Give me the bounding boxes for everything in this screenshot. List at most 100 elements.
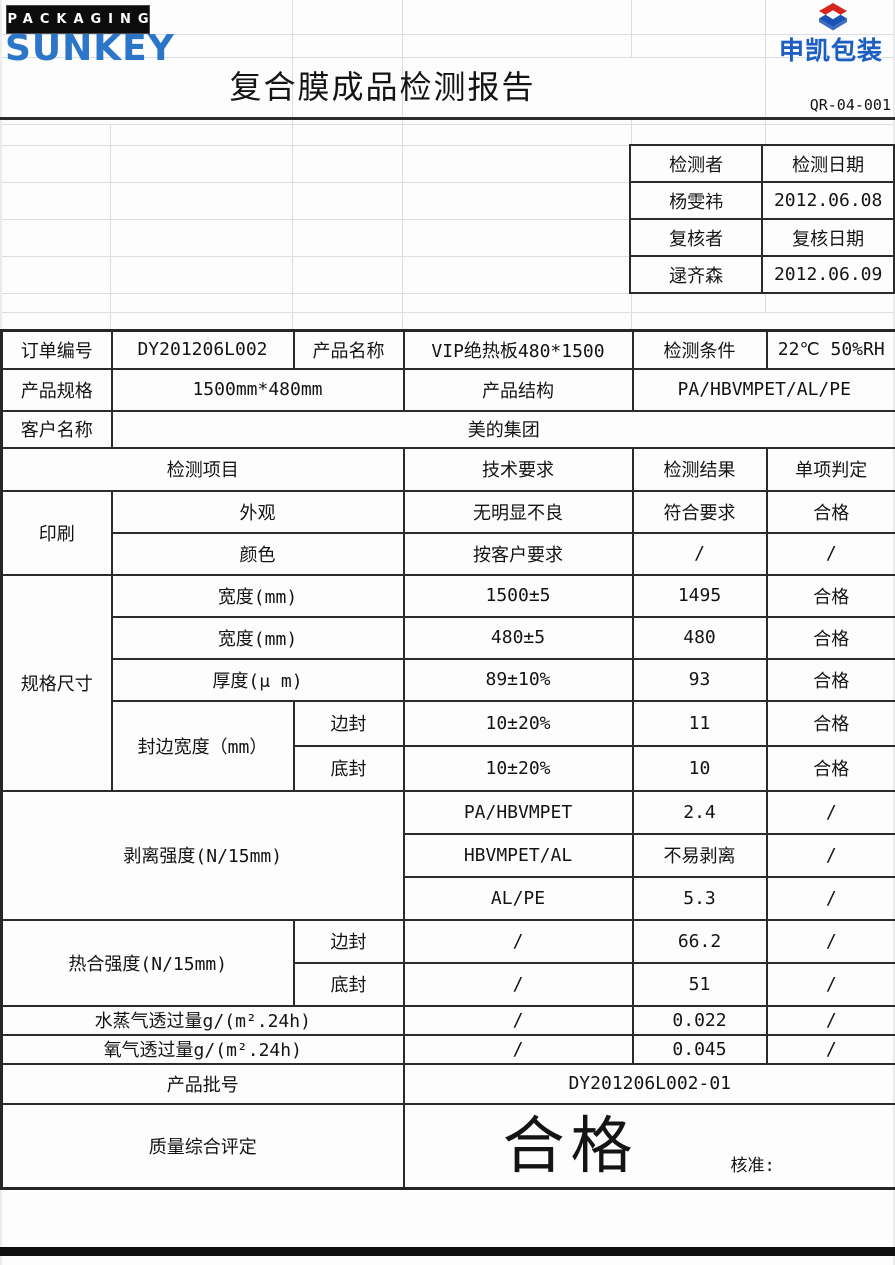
brand-packaging-badge: PACKAGING — [6, 5, 150, 34]
inspect-date: 2012.06.08 — [761, 181, 895, 220]
req-cell: 10±20% — [402, 699, 634, 747]
grid-line — [0, 256, 631, 257]
column-requirement: 技术要求 — [402, 446, 634, 492]
column-judgement: 单项判定 — [765, 446, 895, 492]
column-result: 检测结果 — [631, 446, 768, 492]
structure-value: PA/HBVMPET/AL/PE — [631, 367, 895, 412]
report-table: 订单编号 DY201206L002 产品名称 VIP绝热板480*1500 检测… — [0, 329, 895, 1190]
result-row: 厚度(μ m) 89±10% 93 合格 — [2, 657, 895, 702]
company-name: 申凯包装 — [778, 36, 883, 65]
req-cell: HBVMPET/AL — [402, 832, 634, 878]
grid-line — [292, 118, 293, 329]
result-row: 颜色 按客户要求 / / — [2, 531, 895, 576]
grid-line — [765, 118, 766, 145]
judge-cell: / — [765, 961, 895, 1007]
brand-packaging-label: PACKAGING — [7, 12, 156, 27]
result-row: 印刷 外观 无明显不良 符合要求 合格 — [0, 489, 895, 576]
item-cell: 边封 — [292, 918, 405, 964]
grid-line — [0, 34, 895, 35]
result-cell: 51 — [631, 961, 768, 1007]
result-row: 底封 / 51 / — [2, 961, 895, 1007]
item-cell: 底封 — [292, 744, 405, 792]
title-rule — [0, 117, 895, 120]
overall-label: 质量综合评定 — [0, 1102, 405, 1190]
result-cell: 不易剥离 — [631, 832, 768, 878]
peel-strength-label: 剥离强度(N/15mm) — [0, 789, 405, 921]
judge-cell: / — [765, 789, 895, 835]
table-row: 复核者 复核日期 — [628, 218, 895, 257]
item-cell: 宽度(mm) — [110, 573, 405, 618]
judge-cell: / — [765, 1004, 895, 1036]
judge-cell: 合格 — [765, 573, 895, 618]
result-row: 封边宽度（mm） 边封 10±20% 11 合格 — [2, 699, 895, 792]
spec-value: 1500mm*480mm — [110, 367, 405, 412]
result-cell: 11 — [631, 699, 768, 747]
form-code: QR-04-001 — [809, 96, 891, 114]
result-cell: 10 — [631, 744, 768, 792]
judge-cell: 合格 — [765, 657, 895, 702]
grid-line — [402, 0, 403, 118]
product-name-value: VIP绝热板480*1500 — [402, 329, 634, 370]
req-cell: 89±10% — [402, 657, 634, 702]
spec-info-row: 产品规格 1500mm*480mm 产品结构 PA/HBVMPET/AL/PE — [0, 367, 895, 412]
result-cell: 2.4 — [631, 789, 768, 835]
grid-line — [0, 182, 631, 183]
grid-line — [402, 118, 403, 329]
approval-label: 核准: — [730, 1155, 775, 1176]
grid-line — [631, 118, 632, 145]
result-row: 氧气透过量g/(m².24h) / 0.045 / — [0, 1033, 895, 1065]
customer-label: 客户名称 — [0, 409, 113, 449]
grid-line — [0, 57, 895, 58]
order-no-label: 订单编号 — [0, 329, 113, 370]
judge-cell: 合格 — [765, 615, 895, 660]
judge-cell: / — [765, 531, 895, 576]
judge-cell: 合格 — [765, 489, 895, 534]
item-cell: 底封 — [292, 961, 405, 1007]
customer-value: 美的集团 — [110, 409, 895, 449]
judge-cell: 合格 — [765, 744, 895, 792]
judge-cell: / — [765, 832, 895, 878]
judge-cell: / — [765, 875, 895, 921]
grid-line — [0, 312, 895, 313]
order-info-row: 订单编号 DY201206L002 产品名称 VIP绝热板480*1500 检测… — [0, 329, 895, 370]
seal-width-label: 封边宽度（mm） — [110, 699, 295, 792]
bottom-border-bar — [0, 1247, 895, 1256]
grid-line — [0, 145, 631, 146]
req-cell: / — [402, 961, 634, 1007]
group-printing: 印刷 — [0, 489, 113, 576]
result-row: 剥离强度(N/15mm) PA/HBVMPET 2.4 / — [0, 789, 895, 921]
condition-value: 22℃ 50%RH — [765, 329, 895, 370]
group-dimensions: 规格尺寸 — [0, 573, 113, 792]
grid-line — [765, 293, 766, 312]
grid-line — [0, 293, 631, 294]
order-no-value: DY201206L002 — [110, 329, 295, 370]
grid-line — [110, 124, 111, 329]
result-cell: 480 — [631, 615, 768, 660]
reviewer-label: 复核者 — [628, 218, 764, 257]
result-row: HBVMPET/AL 不易剥离 / — [2, 832, 895, 878]
inspector-label: 检测者 — [628, 144, 764, 183]
result-cell: 0.022 — [631, 1004, 768, 1036]
req-cell: 无明显不良 — [402, 489, 634, 534]
item-cell: 厚度(μ m) — [110, 657, 405, 702]
judge-cell: / — [765, 1033, 895, 1065]
table-row: 杨雯祎 2012.06.08 — [628, 181, 895, 220]
req-cell: / — [402, 918, 634, 964]
result-row: 底封 10±20% 10 合格 — [2, 744, 895, 792]
item-cell: 宽度(mm) — [110, 615, 405, 660]
result-cell: 1495 — [631, 573, 768, 618]
customer-row: 客户名称 美的集团 — [0, 409, 895, 449]
result-row: 水蒸气透过量g/(m².24h) / 0.022 / — [0, 1004, 895, 1036]
batch-label: 产品批号 — [0, 1062, 405, 1105]
inspect-date-label: 检测日期 — [761, 144, 895, 183]
req-cell: / — [402, 1033, 634, 1065]
verdict-row: 质量综合评定 合格 核准: — [0, 1102, 895, 1190]
grid-line — [765, 0, 766, 118]
result-cell: 符合要求 — [631, 489, 768, 534]
results-header-row: 检测项目 技术要求 检测结果 单项判定 — [0, 446, 895, 492]
spec-label: 产品规格 — [0, 367, 113, 412]
judge-cell: 合格 — [765, 699, 895, 747]
report-title: 复合膜成品检测报告 — [229, 68, 536, 106]
result-row: 热合强度(N/15mm) 边封 / 66.2 / — [0, 918, 895, 1007]
